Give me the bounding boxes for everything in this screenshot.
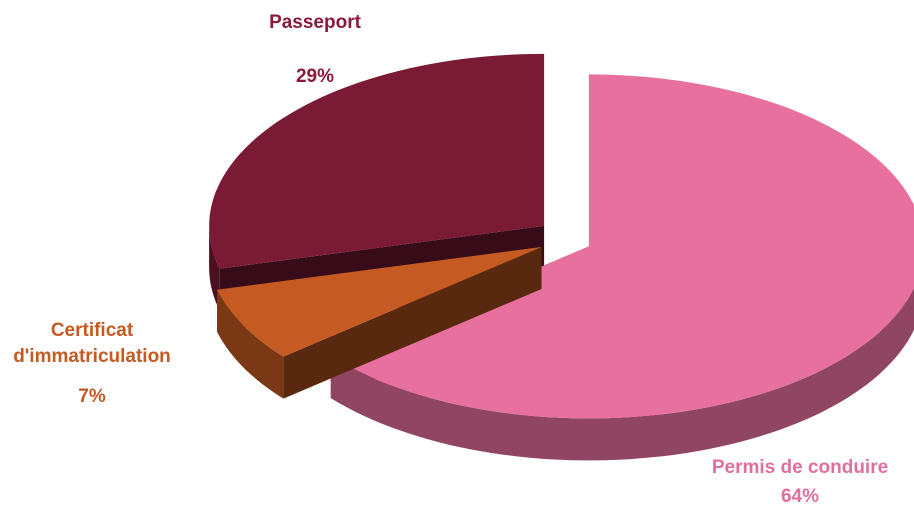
slice-side [209,225,220,311]
value-label: 29% [295,66,335,87]
slice-side [217,289,284,399]
value-label: 7% [78,386,106,407]
slice [209,53,545,269]
slice [330,74,914,419]
category-label: Permis de conduire [711,457,889,478]
slice-side [330,287,914,461]
value-label: 64% [780,486,820,507]
category-label: Certificat d'immatriculation [13,320,171,367]
slice [217,247,542,357]
category-label: Passeport [269,12,361,33]
